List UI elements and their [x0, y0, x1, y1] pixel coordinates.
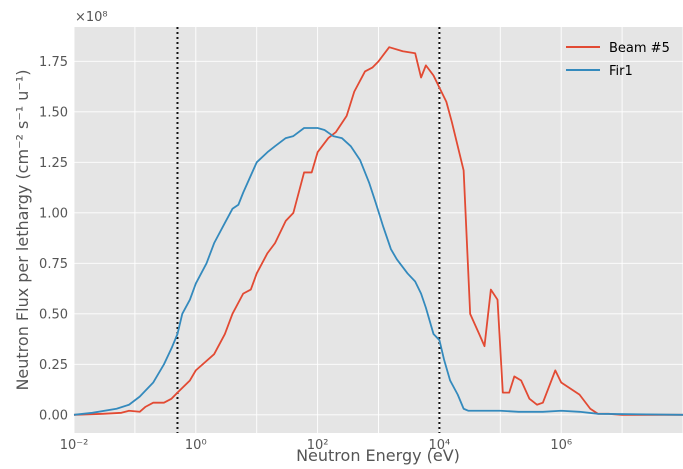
- x-axis-label: Neutron Energy (eV): [296, 446, 460, 465]
- y-tick-label: 0.75: [39, 257, 68, 272]
- series-lines: [73, 46, 683, 416]
- tick-labels: 10⁻² 10⁰ 10² 10⁴ 10⁶ 0.00 0.25 0.50 0.75 1.00 1.25…: [39, 55, 572, 453]
- legend-label-beam: Beam #5: [609, 41, 670, 56]
- x-tick-label: 10⁶: [550, 438, 572, 453]
- y-multiplier: ×10⁸: [75, 10, 108, 25]
- series-line-fir: [73, 127, 683, 416]
- y-tick-label: 0.50: [39, 307, 68, 322]
- x-tick-label: 10²: [307, 438, 329, 453]
- legend-label-fir: Fir1: [609, 64, 633, 79]
- y-tick-label: 0.25: [39, 358, 68, 373]
- x-tick-label: 10⁻²: [60, 438, 89, 453]
- y-tick-label: 1.50: [39, 105, 68, 120]
- y-tick-label: 0.00: [39, 408, 68, 423]
- series-line-beam: [73, 46, 683, 416]
- y-tick-label: 1.00: [39, 206, 68, 221]
- x-tick-label: 10⁴: [429, 438, 451, 453]
- x-tick-label: 10⁰: [185, 438, 207, 453]
- y-tick-label: 1.75: [39, 55, 68, 70]
- y-axis-label: Neutron Flux per lethargy (cm⁻² s⁻¹ u⁻¹): [13, 69, 32, 390]
- y-tick-label: 1.25: [39, 156, 68, 171]
- legend: Beam #5 Fir1: [566, 41, 670, 79]
